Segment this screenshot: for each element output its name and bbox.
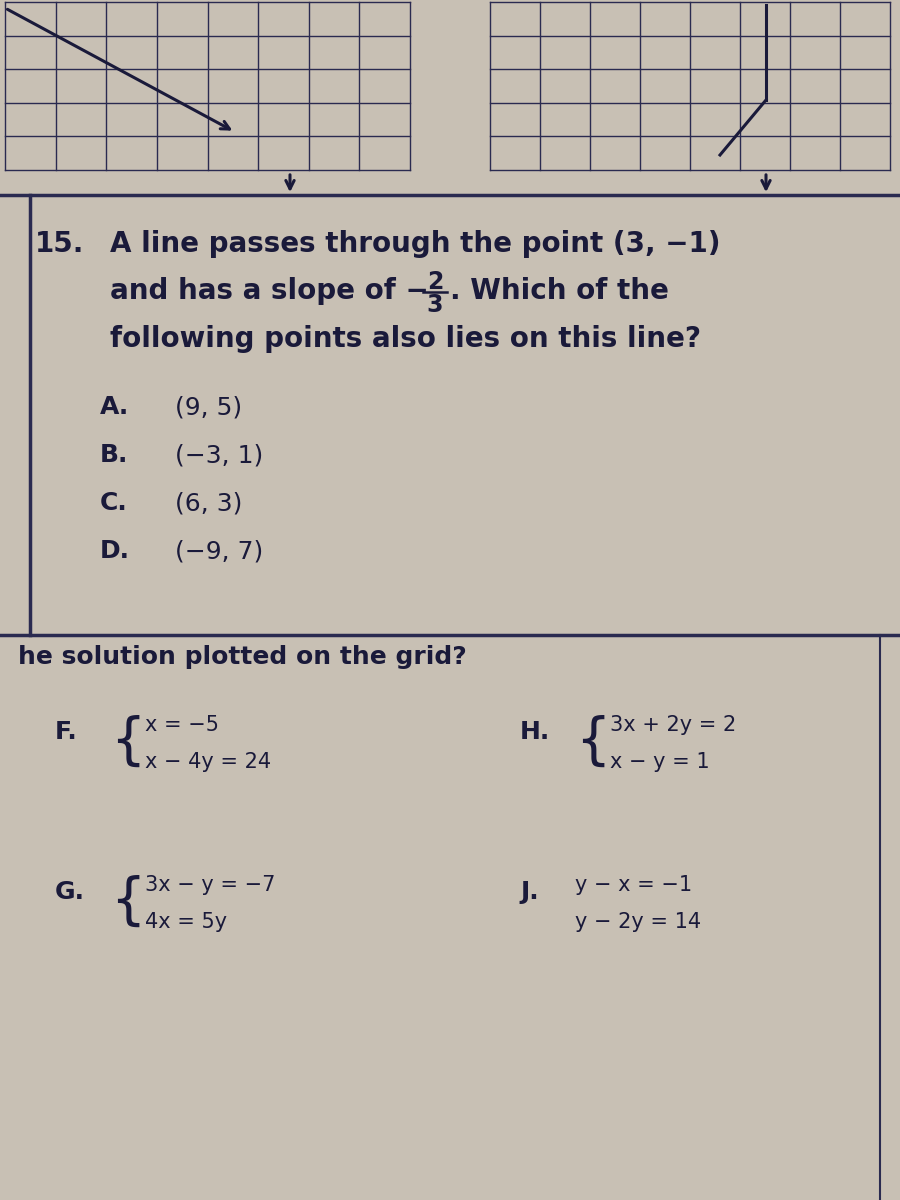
Text: B.: B.	[100, 443, 129, 467]
Text: 3x − y = −7: 3x − y = −7	[145, 875, 275, 895]
Text: y − 2y = 14: y − 2y = 14	[575, 912, 701, 932]
Text: D.: D.	[100, 539, 130, 563]
Text: x − y = 1: x − y = 1	[610, 752, 709, 772]
Text: 3x + 2y = 2: 3x + 2y = 2	[610, 715, 736, 734]
Text: G.: G.	[55, 880, 85, 904]
Text: {: {	[110, 715, 146, 769]
Text: {: {	[110, 875, 146, 929]
Text: F.: F.	[55, 720, 77, 744]
Text: 15.: 15.	[35, 230, 85, 258]
Text: H.: H.	[520, 720, 550, 744]
Text: y − x = −1: y − x = −1	[575, 875, 692, 895]
Text: 2: 2	[427, 270, 443, 294]
Text: x = −5: x = −5	[145, 715, 219, 734]
Text: C.: C.	[100, 491, 128, 515]
Text: {: {	[575, 715, 610, 769]
Text: (6, 3): (6, 3)	[175, 491, 242, 515]
Text: A line passes through the point (3, −1): A line passes through the point (3, −1)	[110, 230, 721, 258]
Text: J.: J.	[520, 880, 538, 904]
Text: x − 4y = 24: x − 4y = 24	[145, 752, 271, 772]
Text: following points also lies on this line?: following points also lies on this line?	[110, 325, 701, 353]
Text: (−9, 7): (−9, 7)	[175, 539, 263, 563]
Text: 3: 3	[427, 293, 443, 317]
Text: 4x = 5y: 4x = 5y	[145, 912, 227, 932]
Text: (9, 5): (9, 5)	[175, 395, 242, 419]
Text: A.: A.	[100, 395, 130, 419]
Text: and has a slope of −: and has a slope of −	[110, 277, 428, 305]
Text: (−3, 1): (−3, 1)	[175, 443, 263, 467]
Text: he solution plotted on the grid?: he solution plotted on the grid?	[18, 646, 467, 670]
Text: . Which of the: . Which of the	[450, 277, 669, 305]
